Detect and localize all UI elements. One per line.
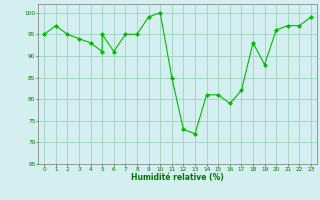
X-axis label: Humidité relative (%): Humidité relative (%) [131, 173, 224, 182]
